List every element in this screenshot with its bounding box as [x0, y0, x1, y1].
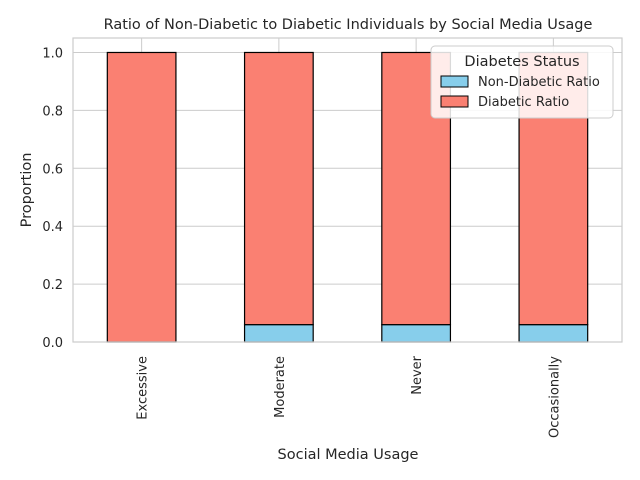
legend-entry: Non-Diabetic Ratio [478, 75, 600, 90]
x-tick-label: Occasionally [547, 356, 562, 438]
y-tick-label: 0.0 [42, 336, 63, 351]
legend: Diabetes Status Non-Diabetic Ratio Diabeti… [430, 45, 614, 119]
x-tick-label: Never [410, 355, 425, 394]
y-tick-labels: 0.0 0.2 0.4 0.6 0.8 1.0 [42, 46, 63, 351]
legend-swatch [440, 75, 469, 88]
bar-non-diabetic-occasionally [518, 324, 589, 343]
legend-box [430, 45, 614, 119]
x-tick-label: Excessive [136, 356, 151, 420]
x-axis-label: Social Media Usage [278, 447, 419, 463]
bars-layer [106, 51, 589, 343]
bar-non-diabetic-never [381, 324, 452, 343]
bar-diabetic-moderate [243, 51, 314, 326]
y-tick-label: 0.4 [42, 220, 63, 235]
legend-title: Diabetes Status [464, 54, 579, 70]
y-tick-label: 1.0 [42, 46, 63, 61]
x-tick-label: Moderate [273, 356, 288, 418]
y-axis-label: Proportion [19, 153, 35, 228]
y-tick-label: 0.6 [42, 162, 63, 177]
bar-diabetic-excessive [106, 51, 177, 343]
plot-frame [72, 37, 623, 343]
legend-entry: Diabetic Ratio [478, 95, 569, 110]
y-tick-label: 0.8 [42, 104, 63, 119]
legend-swatch [440, 95, 469, 108]
x-tick-labels: Excessive Moderate Never Occasionally [136, 355, 563, 438]
chart-title: Ratio of Non-Diabetic to Diabetic Indivi… [104, 17, 593, 33]
y-tick-label: 0.2 [42, 278, 63, 293]
bar-non-diabetic-moderate [243, 324, 314, 343]
